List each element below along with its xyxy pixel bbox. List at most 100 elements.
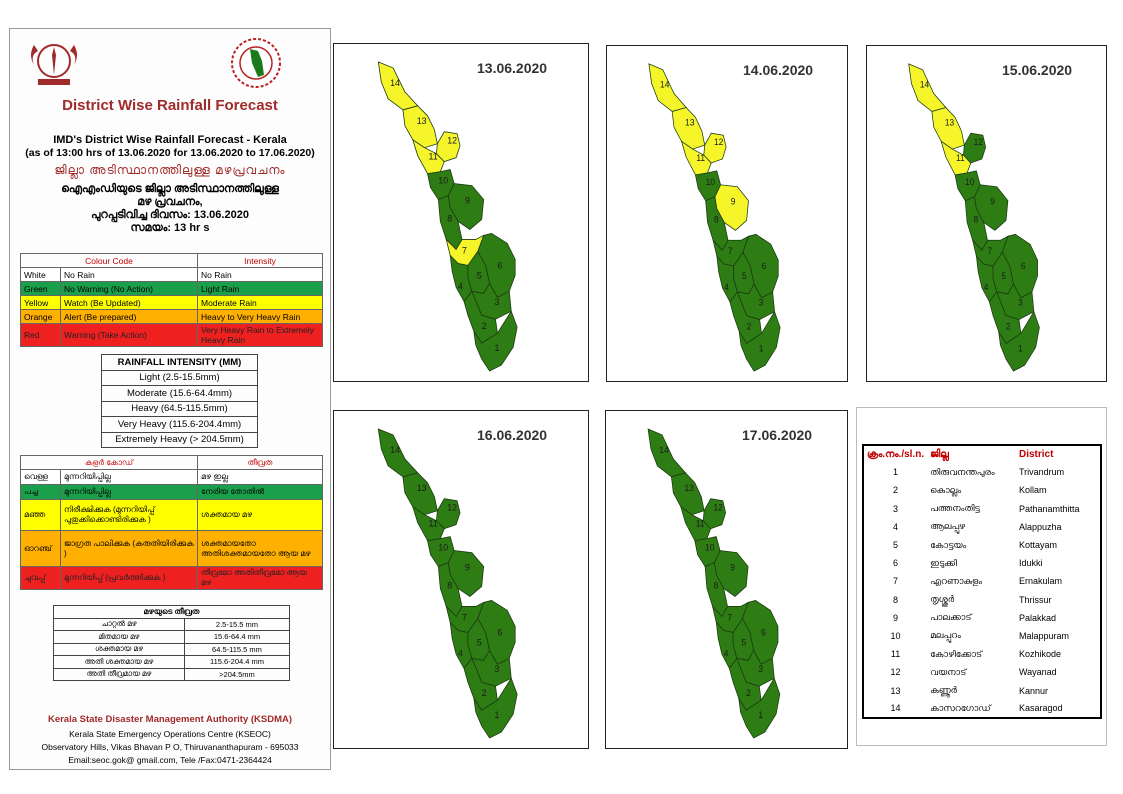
intensity-cell: തീവ്രമോ അതിതീവ്രമോ ആയ മഴ <box>197 566 323 590</box>
district-shape <box>412 138 445 175</box>
map-date: 15.06.2020 <box>1002 62 1073 78</box>
serial-cell: 1 <box>893 467 899 478</box>
district-row: 9 പാലക്കാട് Palakkad <box>863 609 1101 627</box>
district-number-label: 2 <box>746 688 751 698</box>
district-cell: Alappuzha <box>1018 521 1062 532</box>
meaning-cell: Warning (Take Action) <box>60 323 198 347</box>
coord-label-top: 76°0'0"E <box>699 45 722 46</box>
page-title: District Wise Rainfall Forecast <box>62 97 278 114</box>
district-cell: Idukki <box>1018 558 1043 569</box>
district-number-label: 13 <box>945 117 954 127</box>
district-cell: Pathanamthitta <box>1018 503 1080 514</box>
intensity-cell: Heavy (64.5-115.5mm) <box>101 400 258 417</box>
district-number-label: 1 <box>494 710 499 720</box>
intensity-cell: No Rain <box>197 267 323 282</box>
colour-cell: Red <box>20 323 61 347</box>
district-shape <box>954 170 981 202</box>
district-shape <box>940 140 972 176</box>
district-shape <box>680 505 712 542</box>
district-shape <box>1001 233 1038 299</box>
serial-cell: 5 <box>893 540 899 551</box>
district-number-label: 7 <box>728 612 733 622</box>
district-number-label: 4 <box>724 648 729 658</box>
table-row: ചാറ്റൽ മഴ 2.5-15.5 mm <box>53 617 291 631</box>
district-number-label: 9 <box>730 562 735 572</box>
district-shape <box>974 184 1009 231</box>
centre-name: Kerala State Emergency Operations Centre… <box>69 729 271 739</box>
district-row: 7 എറണാകുളം Ernakulam <box>863 572 1101 590</box>
ml-colour-code-header: കളർ കോഡ് <box>20 455 198 470</box>
district-number-label: 10 <box>706 177 715 187</box>
meaning-cell: Alert (Be prepared) <box>60 309 198 324</box>
district-cell: Kozhikode <box>1018 649 1061 660</box>
district-shape <box>680 140 712 176</box>
colour-code-table: Colour Code Intensity White No Rain No R… <box>20 253 323 347</box>
intensity-cell: ശക്തമായതോ അതിശക്തമായതോ ആയ മഴ <box>197 530 323 567</box>
info-panel: District Wise Rainfall Forecast IMD's Di… <box>9 28 331 770</box>
table-row: ശക്തമായ മഴ 64.5-115.5 mm <box>53 642 291 656</box>
range-cell: 15.6-64.4 mm <box>183 630 291 644</box>
intensity-cell: Very Heavy (115.6-204.4mm) <box>101 416 258 433</box>
issue-line-2: മഴ പ്രവചനം, <box>137 196 203 208</box>
district-row: 1 തിരുവനന്തപുരം Trivandrum <box>863 463 1101 481</box>
issue-info: ഐഎംഡിയുടെ ജില്ലാ അടിസ്ഥാനത്തിലുള്ള മഴ പ്… <box>10 183 330 235</box>
district-number-label: 1 <box>1018 343 1023 353</box>
district-cell: Wayanad <box>1018 667 1057 678</box>
map-date: 13.06.2020 <box>477 60 548 76</box>
serial-cell: 10 <box>890 630 901 641</box>
label-cell: ചാറ്റൽ മഴ <box>53 617 185 631</box>
ml-district-cell: കോഴിക്കോട് <box>930 648 983 659</box>
district-shape <box>703 132 727 164</box>
district-shape <box>477 233 516 298</box>
district-number-label: 4 <box>458 281 463 291</box>
ml-district-cell: തിരുവനന്തപുരം <box>930 466 995 477</box>
forecast-period: (as of 13:00 hrs of 13.06.2020 for 13.06… <box>25 147 315 159</box>
range-cell: 2.5-15.5 mm <box>183 617 291 631</box>
label-cell: ശക്തമായ മഴ <box>53 642 185 656</box>
range-cell: >204.5mm <box>183 667 291 681</box>
district-cell: Trivandrum <box>1018 467 1065 478</box>
ml-district-cell: വയനാട് <box>930 666 967 677</box>
district-number-label: 13 <box>417 483 427 493</box>
district-number-label: 10 <box>438 543 448 553</box>
district-row: 10 മലപ്പുറം Malappuram <box>863 627 1101 645</box>
district-cell: Malappuram <box>1018 630 1069 641</box>
district-shape <box>477 600 516 665</box>
ml-district-cell: പത്തനംതിട്ട <box>930 503 980 514</box>
meaning-cell: ജാഗ്രത പാലിക്കുക (കരുതിയിരിക്കുക ) <box>60 530 198 567</box>
table-row: വെള്ള മുന്നറിയിപ്പില്ല മഴ ഇല്ല <box>20 469 323 485</box>
coord-label-top: 76°0'0"E <box>431 43 454 44</box>
district-shape <box>435 498 461 530</box>
district-number-label: 14 <box>390 78 400 88</box>
district-number-label: 3 <box>494 297 499 307</box>
issue-line-3: പുറപ്പടിവിച്ച ദിവസം: 13.06.2020 <box>91 209 249 221</box>
district-number-label: 12 <box>714 137 723 147</box>
district-cell: Kottayam <box>1018 540 1057 551</box>
serial-header: ക്രം.നം./sl.n. <box>867 449 925 461</box>
district-shape <box>702 498 727 530</box>
district-shape <box>427 169 455 201</box>
district-number-label: 6 <box>497 260 502 270</box>
contact-info: Email:seoc.gok@ gmail.com, Tele /Fax:047… <box>68 755 272 765</box>
colour-cell: പച്ച <box>20 484 61 500</box>
map-date: 17.06.2020 <box>742 427 813 443</box>
district-number-label: 3 <box>758 664 763 674</box>
district-shape <box>742 600 779 665</box>
ml-district-cell: കൊല്ലം <box>930 484 962 495</box>
table-row: മിതമായ മഴ 15.6-64.4 mm <box>53 630 291 644</box>
intensity-cell: നേരിയ തോതിൽ <box>197 484 323 500</box>
district-number-label: 7 <box>462 245 467 255</box>
ml-district-cell: ആലപ്പുഴ <box>930 521 965 532</box>
district-number-label: 8 <box>714 214 719 224</box>
district-number-label: 3 <box>494 664 499 674</box>
district-number-label: 9 <box>465 562 470 572</box>
intensity-cell: മഴ ഇല്ല <box>197 469 323 485</box>
district-number-label: 4 <box>458 648 463 658</box>
district-cell: Ernakulam <box>1018 576 1062 587</box>
meaning-cell: No Warning (No Action) <box>60 281 198 296</box>
district-number-label: 6 <box>497 627 502 637</box>
coord-label-top: 76°0'0"E <box>959 45 982 46</box>
serial-cell: 14 <box>890 703 901 714</box>
district-number-label: 12 <box>974 137 983 147</box>
